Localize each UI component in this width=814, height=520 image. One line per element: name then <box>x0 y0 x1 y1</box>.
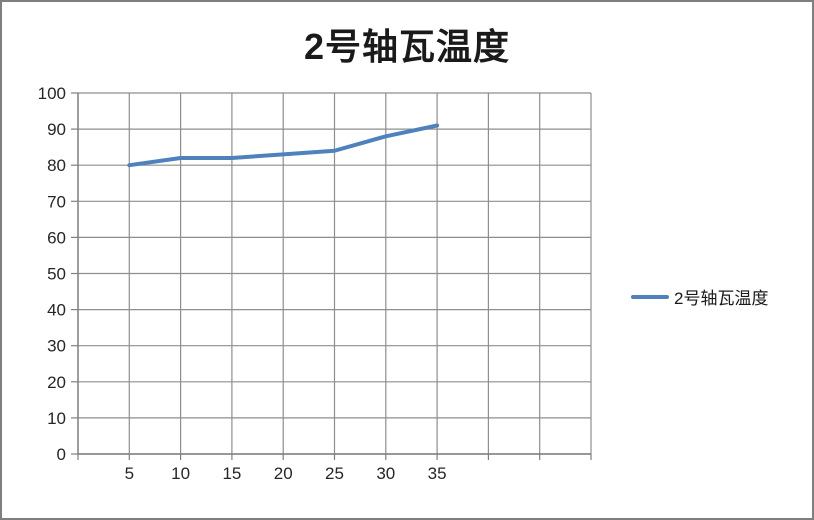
y-axis-label: 0 <box>57 445 66 464</box>
x-axis-label: 10 <box>171 464 190 483</box>
y-axis-label: 10 <box>47 409 66 428</box>
legend-label: 2号轴瓦温度 <box>674 289 769 308</box>
x-axis-label: 35 <box>428 464 447 483</box>
chart-title[interactable]: 2号轴瓦温度 <box>303 26 511 67</box>
x-axis-label: 25 <box>325 464 344 483</box>
y-axis-label: 70 <box>47 192 66 211</box>
x-axis-label: 15 <box>222 464 241 483</box>
y-axis-label: 80 <box>47 156 66 175</box>
x-axis-label: 30 <box>376 464 395 483</box>
x-axis-label: 20 <box>274 464 293 483</box>
y-axis-label: 90 <box>47 120 66 139</box>
legend-line-marker <box>631 294 669 299</box>
y-axis-label: 50 <box>47 265 66 284</box>
legend[interactable]: 2号轴瓦温度 <box>631 284 768 309</box>
y-axis-label: 20 <box>47 373 66 392</box>
y-axis-label: 60 <box>47 228 66 247</box>
y-axis-label: 30 <box>47 337 66 356</box>
y-axis-label: 100 <box>38 84 66 103</box>
y-axis-label: 40 <box>47 301 66 320</box>
x-axis-label: 5 <box>125 464 134 483</box>
series-line[interactable] <box>127 123 440 168</box>
